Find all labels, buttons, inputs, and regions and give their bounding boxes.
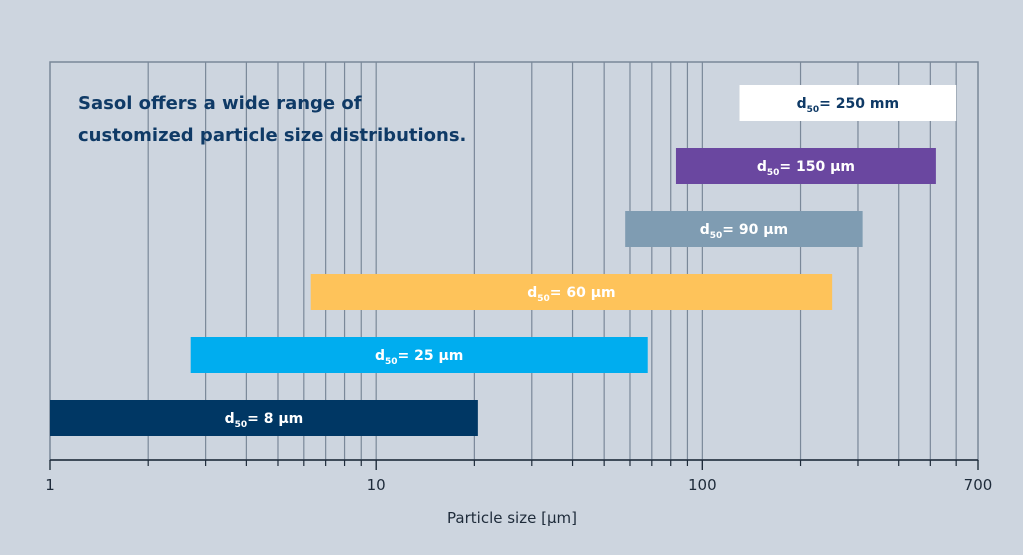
bar-label: d50= 8 µm — [225, 411, 304, 430]
bar-label: d50= 250 mm — [797, 96, 899, 115]
bar-label-prefix: d — [225, 411, 235, 427]
bar-label-text: = 60 µm — [550, 285, 616, 301]
bar-label-text: = 8 µm — [247, 411, 303, 427]
bar-label-prefix: d — [797, 96, 807, 112]
bar-label-text: = 250 mm — [819, 96, 899, 112]
bar-label-subscript: 50 — [235, 420, 248, 430]
x-tick-label: 100 — [688, 476, 717, 494]
plot-background — [50, 62, 978, 460]
x-axis-title: Particle size [µm] — [447, 509, 577, 527]
bar — [50, 400, 478, 436]
bar-label-subscript: 50 — [385, 357, 398, 367]
bar — [739, 85, 957, 121]
grid-lines — [147, 62, 957, 460]
x-tick-label: 10 — [367, 476, 386, 494]
bar-label: d50= 25 µm — [375, 348, 463, 367]
bar-label-prefix: d — [700, 222, 710, 238]
bar-label-text: = 150 µm — [779, 159, 855, 175]
bar-label-subscript: 50 — [537, 294, 550, 304]
bar-label-text: = 90 µm — [722, 222, 788, 238]
bar-label: d50= 60 µm — [527, 285, 615, 304]
bar — [190, 337, 648, 373]
bar-label: d50= 90 µm — [700, 222, 788, 241]
x-tick-label: 1 — [45, 476, 55, 494]
title-line: customized particle size distributions. — [78, 125, 466, 146]
bar-label: d50= 150 µm — [757, 159, 855, 178]
bar — [310, 274, 833, 310]
bar — [625, 211, 863, 247]
bar-label-subscript: 50 — [767, 168, 780, 178]
bar-label-subscript: 50 — [710, 231, 723, 241]
chart-title: Sasol offers a wide range of customized p… — [78, 93, 466, 146]
bar-label-subscript: 50 — [807, 105, 820, 115]
bar-label-prefix: d — [757, 159, 767, 175]
bar-label-prefix: d — [375, 348, 385, 364]
bar — [675, 148, 936, 184]
title-line: Sasol offers a wide range of — [78, 93, 362, 114]
x-axis-ticks: 1 10 100 700 — [45, 460, 992, 494]
bar-label-text: = 25 µm — [398, 348, 464, 364]
bar-label-prefix: d — [527, 285, 537, 301]
x-tick-label: 700 — [964, 476, 993, 494]
